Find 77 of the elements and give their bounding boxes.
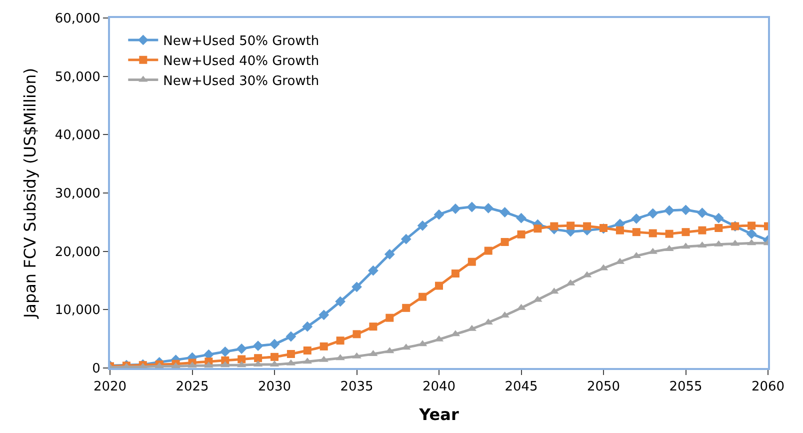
point	[303, 346, 312, 354]
point	[335, 296, 346, 307]
y-tick-label: 40,000	[54, 128, 100, 144]
y-axis-title: Japan FCV Subsidy (US$Million)	[20, 68, 40, 320]
y-tick-label: 30,000	[54, 186, 100, 202]
point	[318, 310, 330, 320]
point	[352, 282, 362, 292]
point	[220, 346, 230, 357]
point	[682, 228, 690, 236]
point	[534, 224, 542, 233]
point	[680, 204, 691, 216]
point	[665, 230, 674, 238]
point	[320, 342, 328, 350]
point	[500, 207, 510, 218]
y-tick-label: 10,000	[54, 303, 100, 318]
point	[451, 270, 460, 278]
point	[648, 229, 657, 238]
point	[254, 354, 262, 362]
point	[648, 208, 658, 219]
point	[484, 246, 492, 255]
point	[583, 222, 592, 230]
point	[713, 212, 724, 224]
point	[369, 322, 378, 331]
point	[516, 212, 526, 224]
legend-label: New+Used 30% Growth	[163, 74, 320, 89]
legend-label: New+Used 50% Growth	[163, 34, 320, 50]
point	[483, 202, 494, 214]
point	[386, 314, 394, 322]
point	[417, 220, 428, 231]
point	[466, 202, 478, 212]
point	[500, 238, 509, 246]
point	[418, 292, 427, 301]
point	[270, 352, 278, 361]
x-tick-label: 2060	[751, 380, 785, 395]
point	[402, 304, 410, 312]
point	[336, 336, 344, 345]
y-tick-label: 0	[92, 362, 100, 377]
point	[286, 331, 296, 342]
point	[632, 228, 640, 236]
y-tick-label: 20,000	[54, 244, 100, 260]
point	[238, 355, 246, 364]
point	[252, 340, 264, 352]
x-axis-title: Year	[418, 404, 459, 424]
point	[664, 205, 674, 216]
point	[748, 222, 756, 230]
point	[697, 208, 708, 218]
point	[286, 350, 295, 358]
x-tick-label: 2030	[258, 380, 292, 395]
point	[302, 321, 313, 332]
point	[468, 258, 476, 266]
point	[616, 226, 624, 234]
legend-label: New+Used 40% Growth	[163, 54, 320, 69]
point	[435, 282, 443, 290]
x-tick-label: 2035	[340, 380, 374, 395]
x-tick-label: 2055	[669, 380, 702, 395]
point	[352, 330, 361, 338]
point	[714, 224, 723, 232]
point	[269, 338, 280, 350]
y-tick-label: 60,000	[54, 12, 100, 27]
point	[698, 226, 706, 234]
point	[550, 222, 558, 230]
y-tick-label: 50,000	[54, 70, 100, 85]
point	[434, 209, 444, 220]
point	[400, 234, 412, 244]
point	[746, 228, 757, 240]
point	[631, 213, 642, 224]
point	[566, 222, 575, 230]
x-tick-label: 2045	[504, 380, 538, 395]
x-tick-label: 2040	[422, 380, 456, 395]
x-tick-label: 2025	[176, 380, 209, 395]
x-tick-label: 2050	[586, 380, 620, 395]
point	[450, 204, 461, 214]
x-tick-label: 2020	[93, 380, 127, 395]
point	[517, 230, 526, 238]
point	[384, 249, 395, 260]
point	[236, 344, 247, 354]
point	[368, 265, 378, 276]
